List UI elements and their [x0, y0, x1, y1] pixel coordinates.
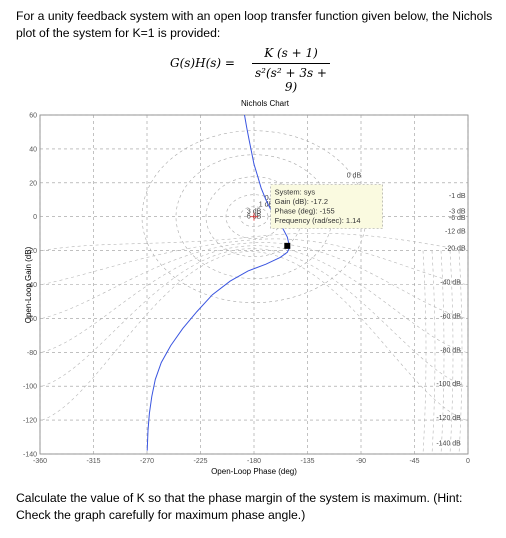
y-tick-label: -60	[27, 316, 37, 323]
series-layer	[146, 114, 291, 451]
contour-label: -60 dB	[440, 313, 461, 320]
datatip-line: System: sys	[275, 187, 316, 196]
y-tick-label: -120	[23, 418, 37, 425]
gain-contour-loop	[239, 206, 269, 227]
y-axis-label: Open-Loop Gain (dB)	[24, 246, 33, 323]
datatip-line: Gain (dB): -17.2	[275, 197, 328, 206]
contour-label: 0 dB	[347, 173, 362, 180]
nichols-chart: Nichols Chart 0.25 dB0.5 dB1 dB3 dB6 dB0…	[23, 99, 470, 476]
contour-label: -80 dB	[440, 347, 461, 354]
x-tick-label: -270	[140, 458, 154, 465]
datatip-line: Phase (deg): -155	[275, 206, 335, 215]
formula-denominator: s²(s² + 3s + 9)	[255, 66, 327, 94]
chart-title: Nichols Chart	[241, 99, 290, 108]
x-tick-label: -180	[247, 458, 261, 465]
axis-ticks: -360 -315 -270 -225 -180 -135 -90 -45 0 60 40 20 0 -2…	[23, 113, 470, 466]
contour-label: 1 dB	[259, 202, 274, 209]
contour-label: -40 dB	[440, 280, 461, 287]
question-task: Calculate the value of K so that the pha…	[16, 491, 463, 522]
transfer-function-formula: G(s)H(s) = K (s + 1) s²(s² + 3s + 9)	[170, 44, 350, 94]
grid	[39, 114, 469, 455]
phase-contour	[440, 250, 445, 455]
gain-contour-sweep	[41, 238, 467, 285]
x-tick-label: -45	[409, 458, 419, 465]
x-tick-label: -360	[33, 458, 47, 465]
y-tick-label: 20	[29, 180, 37, 187]
formula-fraction-bar	[252, 63, 330, 64]
contour-label: -20 dB	[445, 246, 466, 253]
contour-label: 3 dB	[247, 208, 262, 215]
phase-contour	[422, 250, 427, 455]
gain-contour-sweep	[41, 242, 467, 319]
nichols-curve	[146, 114, 291, 451]
contour-label: -1 dB	[449, 193, 466, 200]
contour-label: -100 dB	[436, 381, 461, 388]
x-tick-label: 0	[466, 458, 470, 465]
contour-label: -6 dB	[449, 215, 466, 222]
x-tick-label: -225	[193, 458, 207, 465]
y-tick-label: 40	[29, 146, 37, 153]
formula-numerator: K (s + 1)	[264, 46, 318, 60]
x-axis-label: Open-Loop Phase (deg)	[211, 467, 297, 476]
y-tick-label: -140	[23, 452, 37, 459]
gain-contour-sweep	[41, 232, 467, 251]
y-tick-label: -40	[27, 282, 37, 289]
contour-label: -120 dB	[436, 415, 461, 422]
gain-contour-sweep	[41, 248, 467, 387]
formula-lhs: G(s)H(s) =	[170, 56, 235, 70]
contour-label: -3 dB	[449, 208, 466, 215]
contour-label: -12 dB	[445, 229, 466, 236]
x-tick-label: -315	[86, 458, 100, 465]
datatip-line: Frequency (rad/sec): 1.14	[275, 216, 361, 225]
contour-label: -140 dB	[436, 441, 461, 448]
y-tick-label: 0	[33, 214, 37, 221]
datatip-box	[270, 184, 383, 229]
y-tick-label: 60	[29, 113, 37, 120]
gain-contour-sweep	[41, 251, 467, 421]
y-tick-label: -100	[23, 384, 37, 391]
x-tick-label: -90	[356, 458, 366, 465]
phase-contour	[458, 250, 463, 455]
gain-contour-sweep	[41, 245, 467, 353]
phase-contour	[431, 250, 436, 455]
phase-contour	[449, 250, 454, 455]
datatip-marker	[284, 242, 291, 249]
x-tick-label: -135	[300, 458, 314, 465]
y-tick-label: -20	[27, 248, 37, 255]
y-tick-label: -80	[27, 350, 37, 357]
question-intro: For a unity feedback system with an open…	[16, 9, 493, 40]
